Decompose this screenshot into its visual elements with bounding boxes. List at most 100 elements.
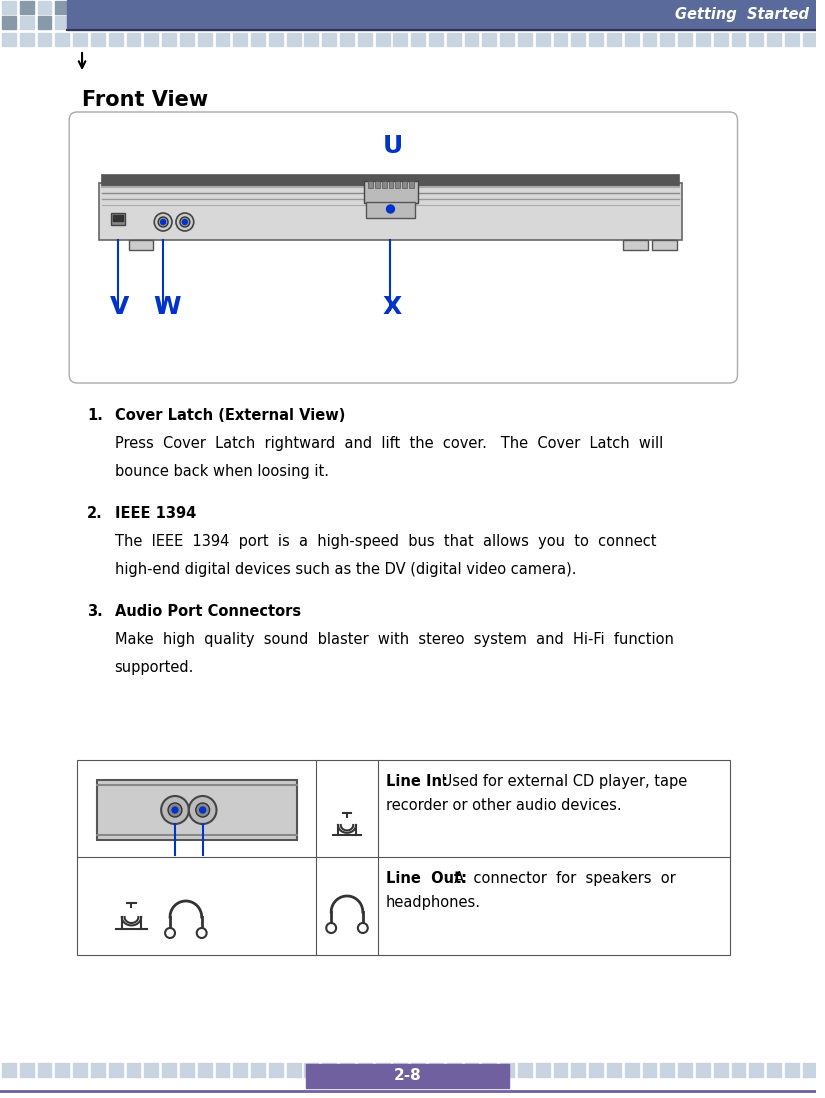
Bar xyxy=(20,1,34,14)
Bar xyxy=(198,33,211,46)
Text: 3.: 3. xyxy=(87,604,103,619)
Text: Make  high  quality  sound  blaster  with  stereo  system  and  Hi-Fi  function: Make high quality sound blaster with ste… xyxy=(115,632,673,647)
Bar xyxy=(403,181,408,188)
Bar xyxy=(129,240,153,250)
Bar xyxy=(623,240,648,250)
Bar xyxy=(2,16,16,29)
Circle shape xyxy=(161,796,189,824)
Bar xyxy=(364,181,418,203)
Circle shape xyxy=(387,205,394,213)
Bar xyxy=(233,33,247,46)
Bar xyxy=(2,33,16,46)
Bar xyxy=(464,33,478,46)
Text: bounce back when loosing it.: bounce back when loosing it. xyxy=(115,464,328,479)
Bar xyxy=(101,175,679,187)
Bar xyxy=(535,1063,549,1077)
FancyBboxPatch shape xyxy=(69,112,738,383)
Bar xyxy=(589,33,603,46)
Bar xyxy=(113,215,123,221)
Bar xyxy=(233,1063,247,1077)
Text: A  connector  for  speakers  or: A connector for speakers or xyxy=(445,871,676,886)
Bar xyxy=(215,33,229,46)
Bar xyxy=(269,33,283,46)
Bar xyxy=(643,33,657,46)
Bar xyxy=(306,1064,509,1088)
Circle shape xyxy=(200,807,205,813)
Text: Cover Latch (External View): Cover Latch (External View) xyxy=(115,408,345,423)
Bar xyxy=(767,1063,781,1077)
Bar xyxy=(643,1063,657,1077)
Bar xyxy=(358,1063,372,1077)
Bar xyxy=(358,33,372,46)
Bar xyxy=(429,1063,443,1077)
Text: IEEE 1394: IEEE 1394 xyxy=(115,506,196,520)
Text: 1.: 1. xyxy=(87,408,103,423)
Bar xyxy=(732,1063,746,1077)
Bar xyxy=(251,1063,265,1077)
Bar xyxy=(678,33,692,46)
Bar xyxy=(20,1063,34,1077)
Bar xyxy=(785,33,799,46)
Bar xyxy=(368,181,373,188)
Bar xyxy=(500,1063,514,1077)
Circle shape xyxy=(165,928,175,938)
Bar xyxy=(409,181,414,188)
Bar xyxy=(518,33,532,46)
Bar xyxy=(126,1063,140,1077)
Bar xyxy=(287,33,300,46)
Bar xyxy=(97,780,296,840)
Circle shape xyxy=(168,803,182,817)
Bar xyxy=(109,33,123,46)
Bar xyxy=(714,1063,728,1077)
Text: Line In:: Line In: xyxy=(385,774,447,789)
Bar xyxy=(38,1063,51,1077)
Bar xyxy=(375,33,389,46)
Bar xyxy=(144,33,158,46)
Bar xyxy=(660,33,674,46)
Bar xyxy=(375,181,380,188)
Bar xyxy=(77,760,729,955)
Bar xyxy=(554,1063,568,1077)
Bar xyxy=(144,1063,158,1077)
Bar xyxy=(394,1063,408,1077)
Bar xyxy=(38,1,51,14)
Bar xyxy=(38,33,51,46)
Circle shape xyxy=(358,923,368,933)
Bar xyxy=(99,183,682,240)
Circle shape xyxy=(180,217,190,227)
Bar xyxy=(304,1063,318,1077)
Bar xyxy=(304,33,318,46)
Bar xyxy=(447,1063,460,1077)
Text: Line  Out:: Line Out: xyxy=(385,871,467,886)
Bar xyxy=(483,1063,497,1077)
Bar xyxy=(803,1063,817,1077)
Bar xyxy=(126,33,140,46)
Bar xyxy=(714,33,728,46)
Text: U: U xyxy=(383,134,403,158)
Bar xyxy=(323,33,336,46)
Bar xyxy=(732,33,746,46)
Text: headphones.: headphones. xyxy=(385,895,480,910)
Bar xyxy=(73,33,87,46)
Circle shape xyxy=(182,220,187,224)
Bar xyxy=(554,33,568,46)
Bar xyxy=(803,33,817,46)
Circle shape xyxy=(172,807,178,813)
Bar xyxy=(67,0,816,30)
Bar xyxy=(73,1063,87,1077)
Bar xyxy=(198,1063,211,1077)
Bar xyxy=(535,33,549,46)
Bar xyxy=(38,16,51,29)
Bar xyxy=(91,33,105,46)
Text: Used for external CD player, tape: Used for external CD player, tape xyxy=(437,774,687,789)
Text: X: X xyxy=(383,295,402,320)
Text: supported.: supported. xyxy=(115,660,194,675)
Circle shape xyxy=(161,220,166,224)
Bar xyxy=(2,1,16,14)
Bar xyxy=(287,1063,300,1077)
Bar xyxy=(607,1063,621,1077)
Bar xyxy=(109,1063,123,1077)
Bar xyxy=(340,1063,354,1077)
Bar xyxy=(55,16,69,29)
Bar xyxy=(55,33,69,46)
